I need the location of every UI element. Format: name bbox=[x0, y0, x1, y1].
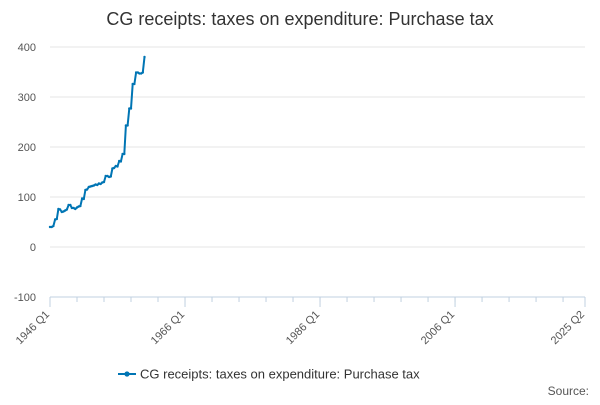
data-point[interactable] bbox=[48, 225, 52, 229]
source-label: Source: bbox=[548, 384, 589, 398]
x-tick-label: 2025 Q2 bbox=[549, 309, 587, 347]
data-point[interactable] bbox=[126, 124, 129, 127]
data-point[interactable] bbox=[133, 82, 136, 86]
data-point[interactable] bbox=[116, 165, 119, 168]
x-tick-label: 2006 Q1 bbox=[419, 309, 457, 347]
y-tick-label: 200 bbox=[18, 142, 36, 154]
legend-label: CG receipts: taxes on expenditure: Purch… bbox=[140, 367, 420, 382]
data-point[interactable] bbox=[128, 107, 131, 110]
y-tick-label: 0 bbox=[30, 242, 36, 254]
data-point[interactable] bbox=[134, 71, 138, 74]
data-point[interactable] bbox=[99, 182, 102, 186]
series-layer bbox=[48, 55, 146, 229]
data-point[interactable] bbox=[138, 72, 141, 75]
x-tick-label: 1986 Q1 bbox=[284, 309, 322, 347]
data-point[interactable] bbox=[74, 207, 77, 211]
data-point[interactable] bbox=[70, 206, 74, 210]
gridlines bbox=[50, 46, 585, 248]
y-tick-label: 300 bbox=[18, 92, 36, 104]
data-point[interactable] bbox=[123, 152, 126, 156]
x-axis: 1946 Q1 1966 Q1 1986 Q1 2006 Q1 2025 Q2 bbox=[14, 296, 587, 347]
y-axis: -100 0 100 200 300 400 bbox=[14, 42, 36, 304]
y-tick-label: 100 bbox=[18, 192, 36, 204]
legend[interactable]: CG receipts: taxes on expenditure: Purch… bbox=[118, 367, 420, 382]
data-point[interactable] bbox=[69, 203, 72, 207]
x-tick-label: 1946 Q1 bbox=[14, 309, 52, 347]
data-point[interactable] bbox=[85, 188, 89, 191]
y-tick-label: -100 bbox=[14, 292, 36, 304]
data-point[interactable] bbox=[55, 217, 58, 221]
data-point[interactable] bbox=[121, 152, 124, 156]
data-point[interactable] bbox=[104, 174, 107, 178]
legend-marker-swatch bbox=[124, 371, 130, 377]
data-point[interactable] bbox=[119, 160, 123, 163]
data-point[interactable] bbox=[52, 224, 55, 228]
data-point[interactable] bbox=[141, 71, 144, 74]
y-tick-label: 400 bbox=[18, 42, 36, 54]
data-point[interactable] bbox=[131, 82, 134, 86]
data-point[interactable] bbox=[124, 124, 128, 127]
chart-title: CG receipts: taxes on expenditure: Purch… bbox=[106, 9, 493, 29]
data-point[interactable] bbox=[109, 175, 113, 178]
data-point[interactable] bbox=[112, 166, 116, 170]
data-point[interactable] bbox=[102, 180, 106, 184]
x-tick-label: 1966 Q1 bbox=[149, 309, 187, 347]
data-point[interactable] bbox=[96, 183, 99, 187]
series-line bbox=[50, 56, 146, 228]
data-point[interactable] bbox=[129, 107, 133, 110]
data-point[interactable] bbox=[67, 203, 70, 207]
data-point[interactable] bbox=[79, 204, 82, 208]
data-point[interactable] bbox=[65, 208, 69, 211]
data-point[interactable] bbox=[58, 208, 62, 211]
data-point[interactable] bbox=[82, 197, 86, 201]
data-point[interactable] bbox=[143, 55, 146, 59]
